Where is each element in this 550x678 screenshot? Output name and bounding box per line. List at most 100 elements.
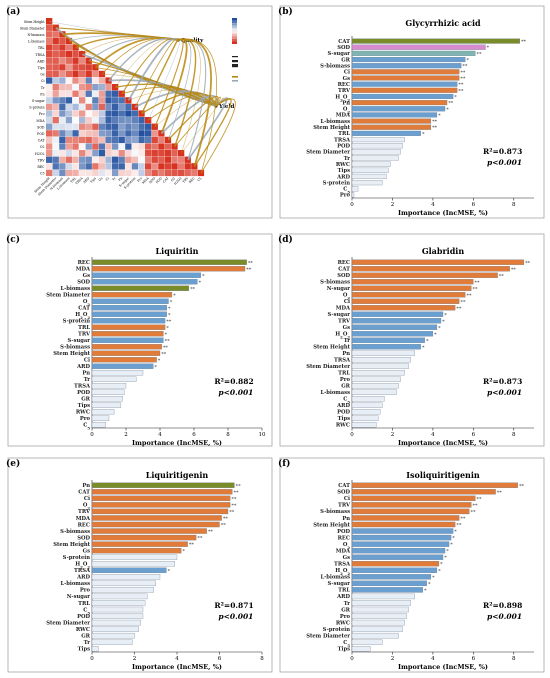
heatmap-cell	[138, 156, 145, 163]
heatmap-cell	[112, 97, 119, 104]
heatmap-cell	[79, 130, 86, 137]
heatmap-cell	[65, 64, 73, 71]
heatmap-cell	[145, 123, 152, 130]
yield-link	[193, 97, 232, 167]
bar	[91, 415, 110, 421]
bar	[351, 100, 448, 106]
bar	[351, 87, 458, 93]
x-tick-label: 4	[431, 202, 435, 208]
heatmap-cell	[158, 163, 165, 170]
heatmap-row-label: C5	[40, 172, 44, 176]
category-label: MDA	[76, 267, 91, 273]
bar	[351, 50, 476, 56]
heatmap-cell	[145, 143, 152, 150]
heatmap-cell	[46, 90, 53, 97]
heatmap-cell	[164, 163, 172, 170]
significance-star: **	[470, 509, 476, 515]
heatmap-cell	[46, 123, 53, 130]
bar	[91, 311, 167, 317]
legend-line	[232, 76, 238, 78]
heatmap-cell	[65, 156, 73, 163]
significance-star: *	[450, 542, 453, 548]
heatmap-cell	[92, 77, 99, 84]
category-label: Pro	[340, 614, 351, 620]
significance-star: *	[424, 588, 427, 594]
bar	[351, 298, 460, 304]
bar	[351, 38, 520, 44]
category-label: Tips	[78, 647, 90, 653]
heatmap-row-label: ARD	[36, 59, 45, 63]
legend-line	[232, 80, 238, 82]
significance-star: **	[208, 529, 214, 535]
bar	[351, 402, 383, 408]
heatmap-cell	[131, 169, 139, 177]
category-label: Tips	[78, 403, 90, 409]
heatmap-cell	[85, 77, 92, 84]
heatmap-cell	[52, 97, 59, 104]
bar	[91, 363, 154, 369]
heatmap-col-label: SOD	[148, 176, 156, 184]
x-tick-label: 4	[175, 656, 179, 662]
heatmap-cell	[79, 103, 86, 111]
heatmap-cell	[65, 123, 73, 130]
category-label: Stem Diameter	[306, 150, 350, 156]
legend-line	[232, 64, 238, 68]
heatmap-cell	[46, 130, 53, 137]
heatmap-cell	[52, 130, 59, 137]
bar	[91, 528, 207, 534]
category-label: Stem Diameter	[46, 293, 90, 299]
category-label: C5	[343, 397, 350, 405]
category-label: Pn	[342, 351, 350, 357]
bar	[91, 272, 201, 278]
heatmap-cell	[85, 156, 92, 163]
heatmap-cell	[72, 84, 79, 91]
category-label: Tr	[344, 601, 350, 607]
bar	[351, 180, 383, 186]
category-label: CAT	[338, 483, 350, 489]
quality-link	[177, 38, 217, 174]
p-value-label: p<0.001	[487, 612, 522, 621]
significance-star: *	[202, 273, 205, 279]
bar	[91, 305, 167, 311]
category-label: TRSA	[74, 568, 91, 574]
heatmap-cell	[72, 77, 79, 84]
significance-star: *	[432, 575, 435, 581]
heatmap-cell	[92, 136, 99, 144]
bar	[91, 580, 156, 587]
significance-star: **	[165, 338, 171, 344]
heatmap-cell	[59, 156, 66, 163]
significance-star: *	[466, 58, 469, 64]
bar	[351, 292, 466, 298]
category-label: TRV	[338, 503, 351, 509]
heatmap-cell	[59, 136, 66, 144]
r-squared-label: R²=0.882	[214, 377, 253, 386]
heatmap-cell	[52, 117, 59, 124]
heatmap-cell	[98, 150, 106, 157]
bar	[351, 259, 525, 265]
x-tick-label: 8	[512, 656, 516, 662]
category-label: Gs	[343, 555, 350, 561]
chart-title: Liquiritigenin	[146, 470, 209, 480]
heatmap-cell	[105, 150, 112, 157]
heatmap-col-label: Ci	[105, 176, 110, 181]
bar	[91, 541, 188, 547]
panel-letter: (d)	[278, 234, 293, 245]
heatmap-row-label: L-biomass	[28, 40, 45, 44]
category-label: REC	[338, 82, 350, 88]
category-label: MDA	[336, 113, 351, 119]
heatmap-cell	[59, 64, 66, 71]
heatmap-cell	[138, 123, 145, 130]
category-label: N-sugar	[327, 286, 351, 292]
heatmap-cell	[98, 123, 106, 130]
colorbar-step	[232, 20, 237, 24]
category-label: L-biomass	[60, 286, 90, 292]
significance-star: *	[454, 529, 457, 535]
heatmap-col-label: Tr	[111, 176, 117, 182]
heatmap-row-label: S-sugar	[32, 99, 45, 103]
heatmap-cell	[105, 156, 112, 163]
category-label: Stem Height	[313, 345, 350, 351]
heatmap-cell	[105, 130, 112, 137]
heatmap-cell	[92, 143, 99, 150]
heatmap-cell	[79, 77, 86, 84]
heatmap-cell	[65, 169, 73, 177]
